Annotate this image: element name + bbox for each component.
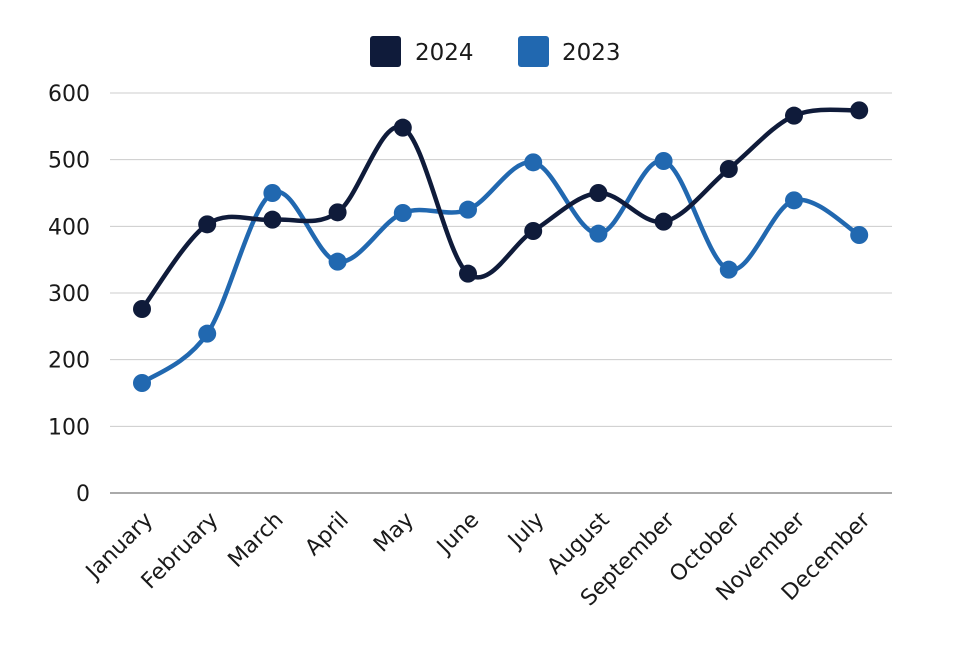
legend-swatch-2023 bbox=[518, 36, 549, 67]
data-point-2024 bbox=[328, 203, 347, 222]
data-point-2024 bbox=[393, 118, 412, 137]
y-tick-label: 500 bbox=[48, 149, 90, 174]
data-point-2024 bbox=[654, 212, 673, 231]
legend-label-2023: 2023 bbox=[562, 40, 621, 66]
data-point-2023 bbox=[328, 252, 347, 271]
series-line-2023 bbox=[139, 158, 862, 386]
data-point-2023 bbox=[654, 152, 673, 170]
data-point-2023 bbox=[133, 374, 151, 392]
x-tick-label: June bbox=[431, 508, 484, 561]
y-axis-ticks: 0 100 200 300 400 500 600 bbox=[48, 82, 90, 507]
series-points bbox=[133, 101, 869, 392]
data-point-2024 bbox=[850, 101, 869, 120]
x-tick-label: May bbox=[369, 508, 419, 558]
legend: 2024 2023 bbox=[370, 36, 621, 67]
y-tick-label: 200 bbox=[48, 349, 90, 374]
x-tick-label: March bbox=[224, 508, 289, 573]
data-point-2023 bbox=[393, 204, 412, 222]
data-point-2023 bbox=[459, 200, 477, 219]
x-tick-label: April bbox=[301, 508, 354, 561]
data-point-2024 bbox=[133, 300, 151, 318]
data-point-2023 bbox=[263, 184, 282, 202]
data-point-2024 bbox=[589, 184, 608, 202]
data-point-2024 bbox=[459, 264, 477, 283]
x-tick-label: July bbox=[502, 508, 549, 555]
legend-label-2024: 2024 bbox=[415, 40, 474, 66]
series-lines bbox=[139, 107, 862, 386]
data-point-2023 bbox=[198, 324, 217, 343]
data-point-2024 bbox=[785, 106, 803, 125]
data-point-2023 bbox=[524, 153, 543, 172]
data-point-2023 bbox=[785, 191, 803, 210]
data-point-2024 bbox=[263, 210, 282, 229]
gridlines bbox=[110, 92, 892, 427]
data-point-2024 bbox=[719, 160, 738, 178]
legend-swatch-2024 bbox=[370, 36, 401, 67]
data-point-2023 bbox=[719, 260, 738, 279]
data-point-2023 bbox=[850, 226, 869, 244]
y-tick-label: 0 bbox=[76, 482, 90, 507]
y-tick-label: 300 bbox=[48, 282, 90, 307]
y-tick-label: 600 bbox=[48, 82, 90, 107]
data-point-2023 bbox=[589, 224, 608, 243]
series-line-2024 bbox=[139, 107, 862, 312]
y-tick-label: 400 bbox=[48, 215, 90, 240]
data-point-2024 bbox=[524, 222, 543, 240]
data-point-2024 bbox=[198, 215, 217, 234]
y-tick-label: 100 bbox=[48, 415, 90, 440]
